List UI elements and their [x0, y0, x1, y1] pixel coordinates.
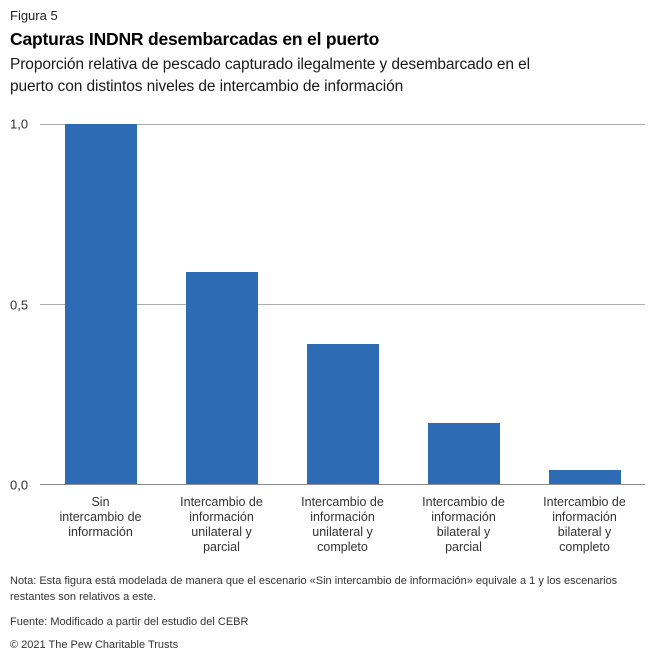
bars-container	[40, 124, 645, 484]
bar-column	[282, 124, 403, 484]
bar-unilateral-completo	[306, 343, 379, 484]
gridline-0.5	[40, 304, 645, 305]
y-axis: 1,0 0,5 0,0	[10, 117, 40, 493]
y-tick-label-0.0: 0,0	[10, 477, 29, 493]
gridline-1.0	[40, 124, 645, 125]
note-text: Nota: Esta figura está modelada de maner…	[10, 575, 618, 603]
x-axis-label: Intercambio de información unilateral y …	[301, 495, 384, 554]
x-axis-label: Intercambio de información unilateral y …	[180, 495, 263, 554]
y-tick-label-0.5: 0,5	[10, 297, 29, 312]
bar-sin-intercambio	[64, 124, 137, 484]
bar-column	[403, 124, 524, 484]
x-axis: Sin intercambio de información Intercamb…	[40, 485, 645, 555]
bar-unilateral-parcial	[185, 271, 258, 484]
chart-title: Capturas INDNR desembarcadas en el puert…	[10, 29, 380, 49]
bar-column	[161, 124, 282, 484]
source-text: Fuente: Modificado a partir del estudio …	[10, 616, 249, 628]
bar-column	[524, 124, 645, 484]
figure-footer: Nota: Esta figura está modelada de maner…	[10, 573, 645, 652]
bar-bilateral-parcial	[427, 422, 500, 484]
bar-chart: 1,0 0,5 0,0 Sin intercambio de informaci…	[10, 117, 645, 555]
y-tick-label-1.0: 1,0	[10, 116, 29, 132]
copyright-text: © 2021 The Pew Charitable Trusts	[10, 639, 179, 651]
x-axis-label: Sin intercambio de información	[59, 495, 142, 539]
x-axis-label: Intercambio de información bilateral y p…	[422, 495, 505, 554]
bar-column	[40, 124, 161, 484]
figure-label: Figura 5	[10, 8, 58, 23]
plot-area	[40, 124, 645, 485]
chart-subtitle: Proporción relativa de pescado capturado…	[10, 56, 531, 95]
bar-bilateral-completo	[548, 469, 621, 484]
x-axis-label: Intercambio de información bilateral y c…	[543, 495, 626, 554]
